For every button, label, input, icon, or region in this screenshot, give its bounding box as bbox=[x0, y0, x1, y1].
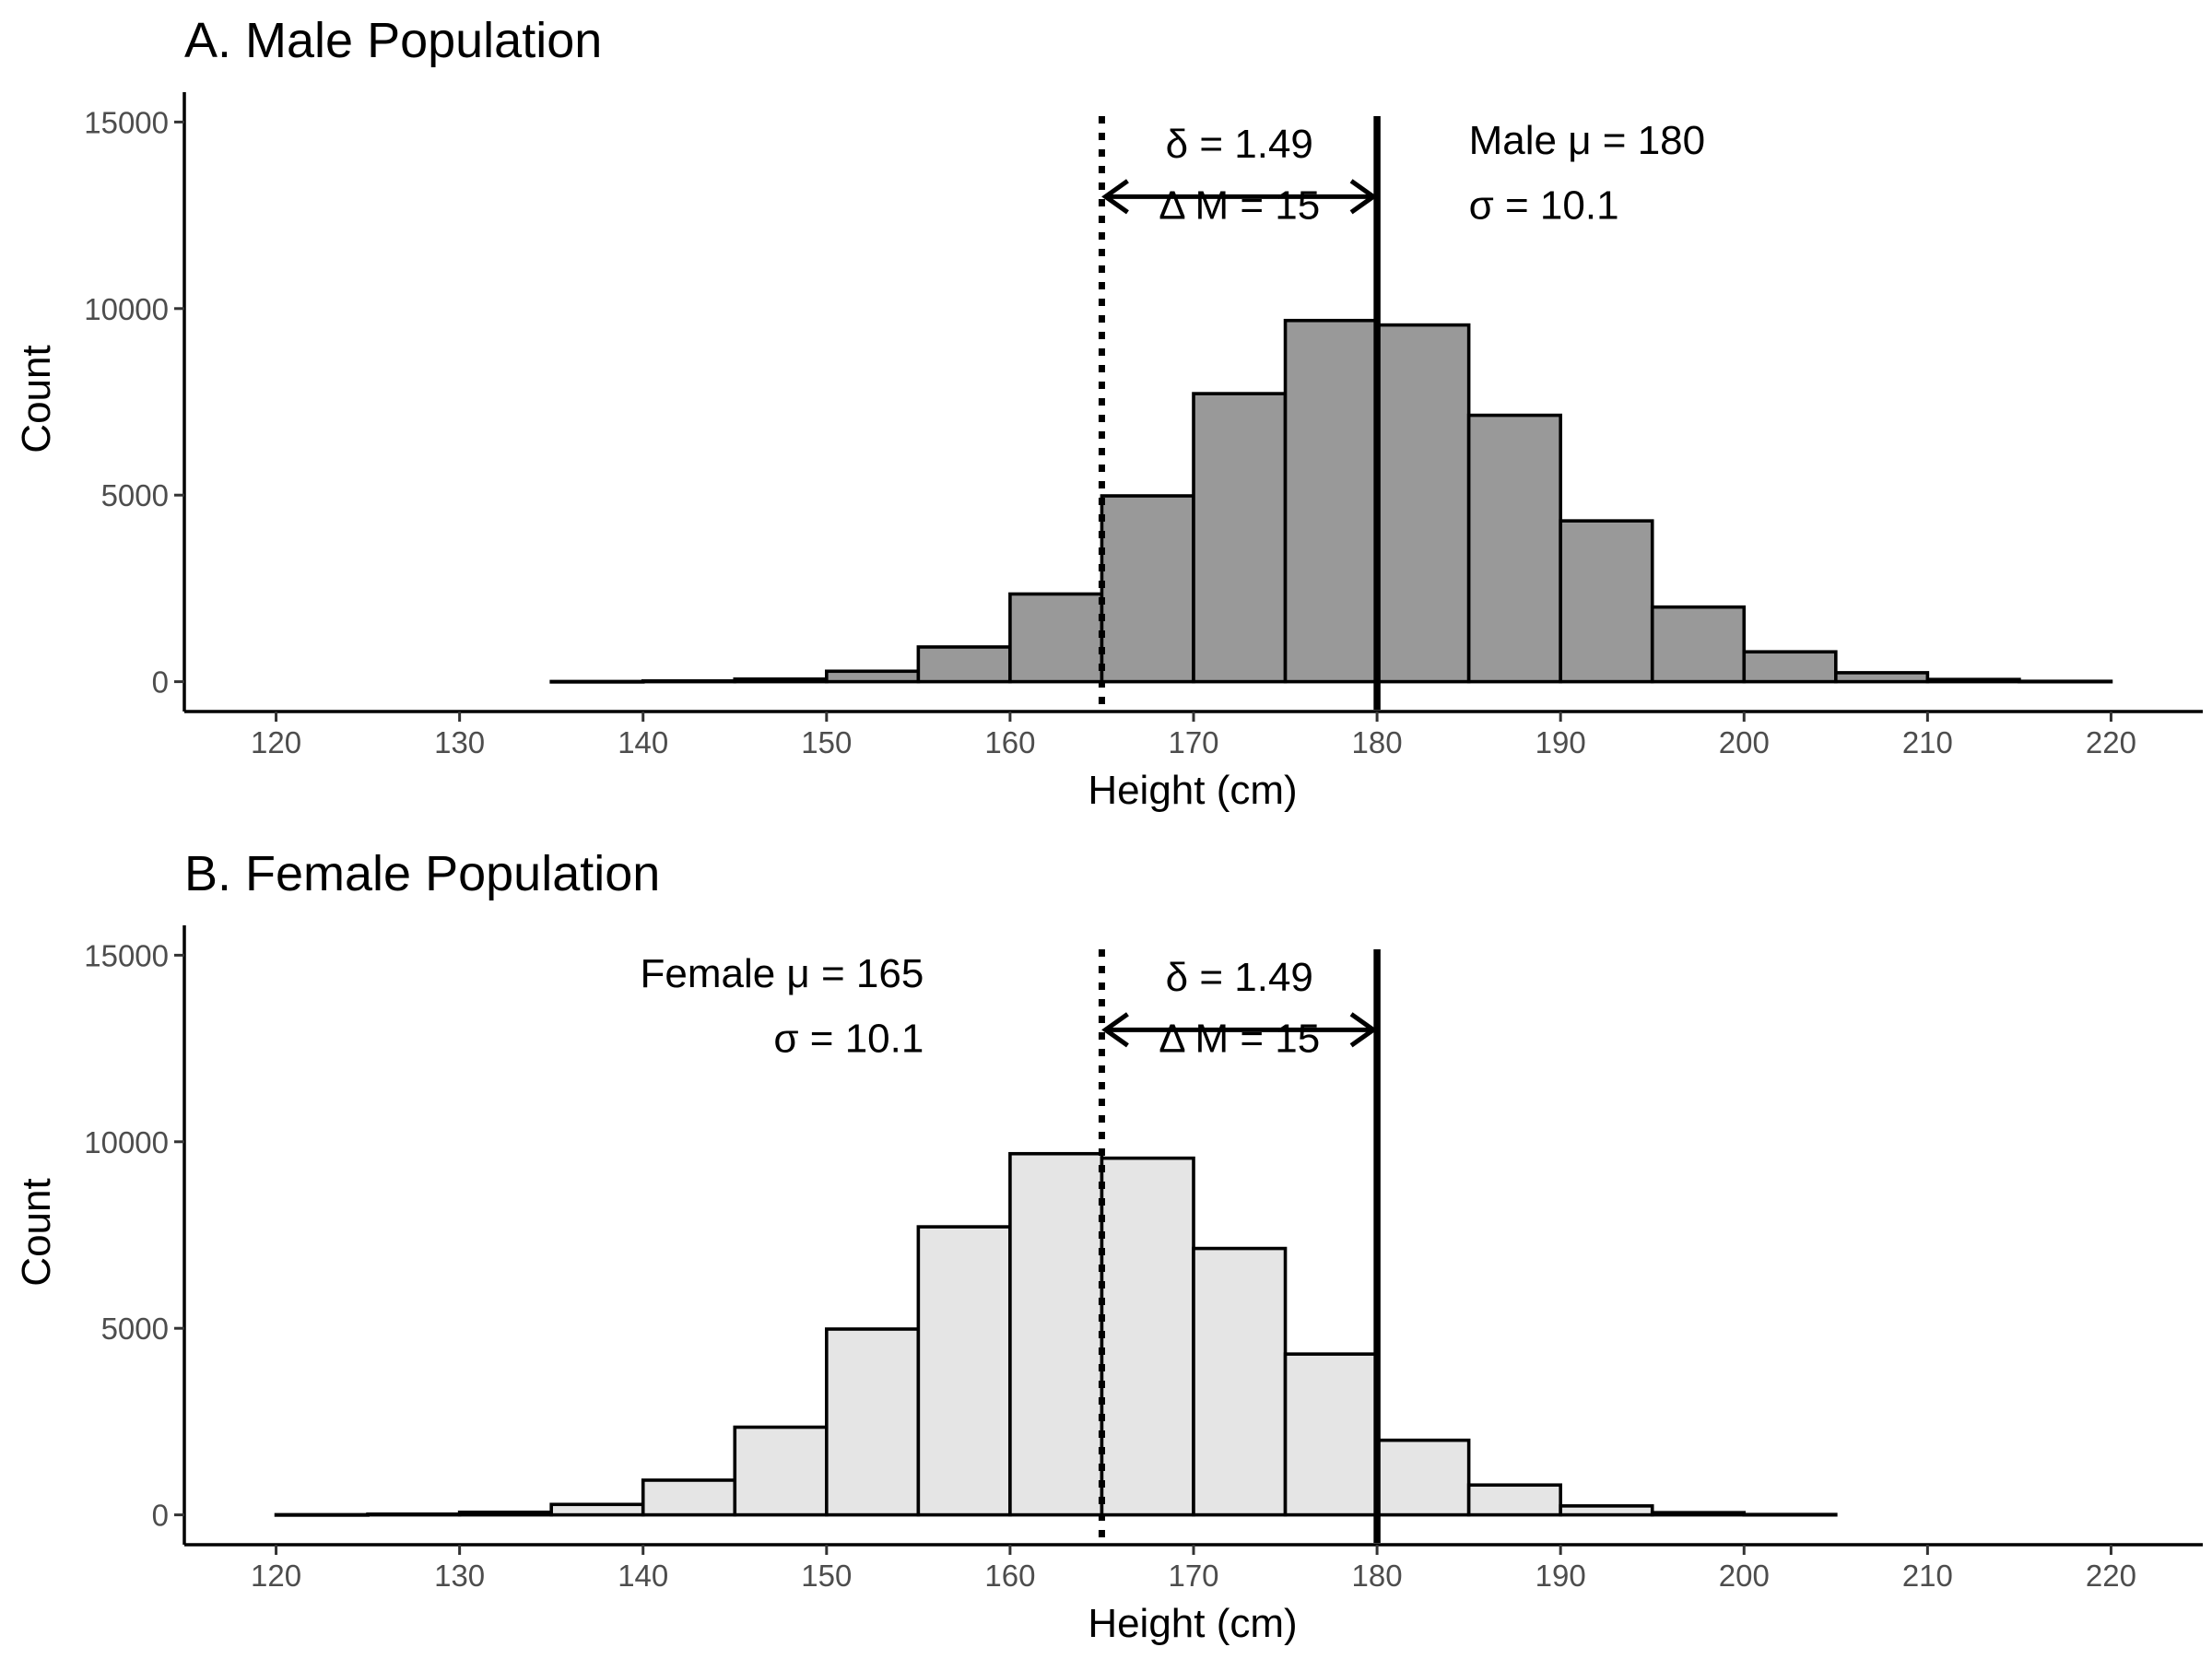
x-tick-label: 120 bbox=[251, 725, 301, 759]
histogram-bar bbox=[1559, 1504, 1654, 1517]
plot-area: δ = 1.49 Δ M = 15 Female μ = 165 σ = 10.1 0 5… bbox=[84, 925, 2203, 1593]
difference-arrow-head-right bbox=[1349, 1012, 1378, 1048]
panel-title: A. Male Population bbox=[184, 13, 602, 68]
x-tick-label: 210 bbox=[1902, 725, 1953, 759]
histogram-bar bbox=[1283, 1352, 1379, 1517]
histogram-bar bbox=[916, 1225, 1012, 1517]
histogram-bar bbox=[1650, 1511, 1747, 1517]
histogram-bar bbox=[1742, 650, 1838, 684]
difference-arrow-head-right bbox=[1349, 179, 1378, 215]
x-tick-label: 130 bbox=[434, 1559, 485, 1593]
y-tick-label: 10000 bbox=[84, 1125, 169, 1159]
x-tick-label: 220 bbox=[2086, 1559, 2136, 1593]
histogram-bar bbox=[1008, 592, 1104, 684]
panel-title: B. Female Population bbox=[184, 846, 660, 901]
x-tick-label: 120 bbox=[251, 1559, 301, 1593]
histogram-bar bbox=[916, 645, 1012, 684]
x-tick-label: 140 bbox=[618, 1559, 668, 1593]
x-tick-label: 180 bbox=[1352, 725, 1403, 759]
panel-female-population: B. Female Population Height (cm) Count δ… bbox=[14, 846, 2203, 1646]
histogram-bar bbox=[641, 679, 737, 684]
annotation-sigma: σ = 10.1 bbox=[1469, 183, 1619, 229]
x-tick-label: 170 bbox=[1168, 1559, 1218, 1593]
x-tick-label: 170 bbox=[1168, 725, 1218, 759]
histogram-bar bbox=[1008, 1151, 1104, 1517]
histogram-bar bbox=[1375, 1438, 1471, 1517]
histogram-bar bbox=[2018, 679, 2113, 684]
histogram-bar bbox=[1650, 605, 1747, 684]
annotation-delta: δ = 1.49 bbox=[1166, 955, 1313, 1000]
plot-area: δ = 1.49 Δ M = 15 Male μ = 180 σ = 10.1 0 500… bbox=[84, 92, 2203, 759]
y-tick-label: 5000 bbox=[101, 1312, 169, 1346]
x-tick-label: 140 bbox=[618, 725, 668, 759]
histogram-bar bbox=[733, 1425, 829, 1517]
histogram-bar bbox=[1375, 323, 1471, 684]
y-tick-label: 0 bbox=[152, 1499, 169, 1533]
annotation-dm: Δ M = 15 bbox=[1159, 183, 1320, 229]
difference-arrow-head-left bbox=[1101, 1012, 1129, 1048]
histogram-bar bbox=[274, 1512, 370, 1517]
histogram-bar bbox=[1100, 494, 1195, 684]
histogram-bar bbox=[825, 669, 921, 684]
x-tick-label: 150 bbox=[801, 725, 852, 759]
histogram-bar bbox=[733, 677, 829, 684]
histogram-bar bbox=[1559, 519, 1654, 684]
x-axis-title: Height (cm) bbox=[1088, 1601, 1297, 1646]
x-tick-label: 200 bbox=[1719, 725, 1770, 759]
y-tick-label: 5000 bbox=[101, 478, 169, 512]
histogram-bar bbox=[1466, 413, 1562, 684]
histogram-bar bbox=[1466, 1483, 1562, 1517]
x-axis-title: Height (cm) bbox=[1088, 768, 1297, 813]
y-axis-title: Count bbox=[14, 1178, 59, 1286]
histogram-bar bbox=[1192, 392, 1288, 684]
x-tick-label: 160 bbox=[984, 725, 1035, 759]
y-tick-label: 15000 bbox=[84, 938, 169, 972]
histogram-bar bbox=[549, 679, 645, 684]
histogram-bar bbox=[641, 1478, 737, 1517]
x-tick-label: 130 bbox=[434, 725, 485, 759]
histogram-bar bbox=[1834, 671, 1930, 684]
y-tick-label: 0 bbox=[152, 665, 169, 700]
histogram-bar bbox=[825, 1327, 921, 1517]
histogram-bar bbox=[1192, 1246, 1288, 1517]
y-axis-title: Count bbox=[14, 345, 59, 453]
histogram-bar bbox=[1742, 1512, 1838, 1517]
x-tick-label: 150 bbox=[801, 1559, 852, 1593]
annotation-mu: Male μ = 180 bbox=[1469, 118, 1706, 163]
histogram-bar bbox=[366, 1512, 462, 1517]
x-tick-label: 190 bbox=[1535, 1559, 1586, 1593]
x-tick-label: 210 bbox=[1902, 1559, 1953, 1593]
histogram-bar bbox=[1100, 1156, 1195, 1517]
histogram-bar bbox=[1925, 677, 2021, 684]
y-tick-label: 10000 bbox=[84, 292, 169, 326]
x-tick-label: 220 bbox=[2086, 725, 2136, 759]
histogram-bar bbox=[549, 1502, 645, 1517]
annotation-sigma: σ = 10.1 bbox=[773, 1017, 924, 1062]
x-tick-label: 180 bbox=[1352, 1559, 1403, 1593]
panel-male-population: A. Male Population Height (cm) Count δ =… bbox=[14, 13, 2203, 813]
annotation-delta: δ = 1.49 bbox=[1166, 122, 1313, 167]
annotation-mu: Female μ = 165 bbox=[640, 951, 924, 996]
x-tick-label: 190 bbox=[1535, 725, 1586, 759]
difference-arrow-head-left bbox=[1101, 179, 1129, 215]
y-tick-label: 15000 bbox=[84, 105, 169, 139]
x-tick-label: 160 bbox=[984, 1559, 1035, 1593]
annotation-dm: Δ M = 15 bbox=[1159, 1017, 1320, 1062]
histogram-bar bbox=[457, 1510, 553, 1517]
histogram-bar bbox=[1283, 318, 1379, 684]
x-tick-label: 200 bbox=[1719, 1559, 1770, 1593]
